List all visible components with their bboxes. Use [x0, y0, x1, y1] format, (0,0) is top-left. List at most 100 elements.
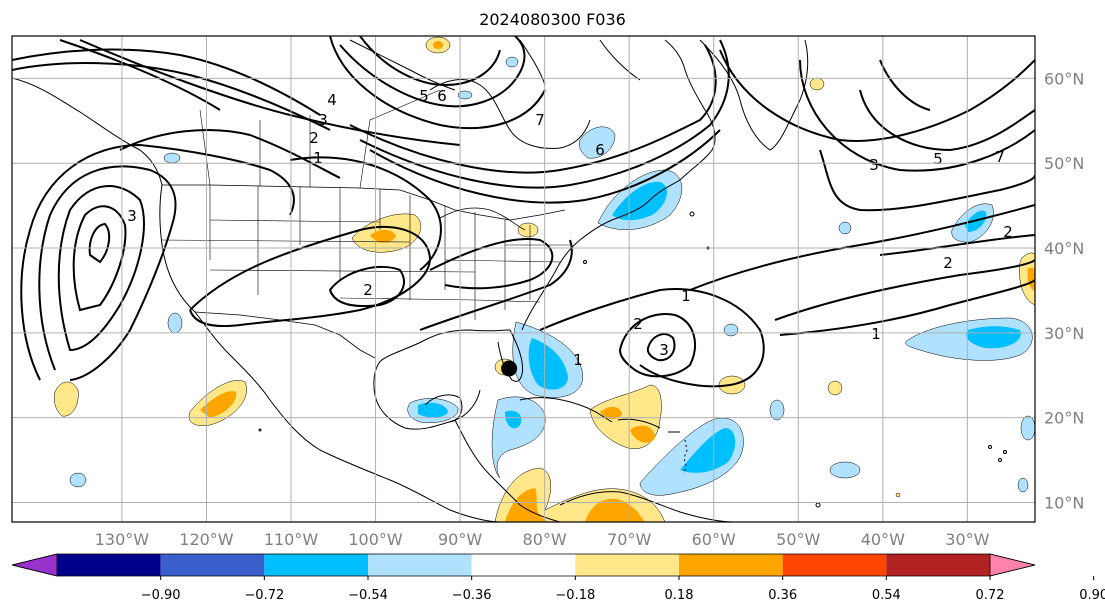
island — [1003, 450, 1007, 454]
contour-label: 3 — [127, 207, 137, 225]
colorbar-tick-label: −0.18 — [555, 588, 595, 603]
contour-label: 5 — [419, 87, 429, 105]
contour-pacific-4 — [88, 222, 111, 264]
border-us-canada — [162, 184, 566, 221]
latitude-label: 20°N — [1044, 409, 1084, 428]
colorbar-tick-label: −0.90 — [141, 588, 181, 603]
latitude-label: 30°N — [1044, 324, 1084, 343]
contour-atl-2 — [618, 313, 696, 378]
longitude-label: 80°W — [523, 530, 567, 549]
coast-florida — [497, 329, 523, 382]
contour-nw-1 — [119, 129, 341, 179]
contour-label: 1 — [313, 149, 323, 167]
shade-blue-blob — [457, 90, 473, 100]
contour-north-2 — [339, 36, 526, 108]
shade-cyan-gulf — [418, 402, 448, 418]
colorbar-tick-label: 0.54 — [872, 588, 901, 603]
shade-orange-caribbean-e2 — [630, 425, 655, 443]
contour-pacific-1 — [38, 165, 177, 381]
shade-cyan-florida — [528, 338, 568, 390]
contour-nw-3 — [12, 62, 331, 131]
state-boundaries — [161, 185, 570, 320]
longitude-label: 90°W — [438, 530, 482, 549]
shade-blue-blob — [163, 152, 181, 164]
shade-orange-eastatl — [1027, 268, 1035, 292]
contour-plains-3 — [429, 238, 554, 290]
contour-label: 7 — [535, 111, 545, 129]
contour-north-4 — [329, 36, 546, 129]
contour-label: 4 — [327, 91, 337, 109]
shade-cyan-eastatl-30N — [966, 326, 1021, 349]
contour-pacific-3 — [72, 205, 127, 312]
longitude-label: 30°W — [945, 530, 989, 549]
colorbar-tick-label: 0.36 — [768, 588, 797, 603]
colorbar-segment — [782, 554, 887, 576]
latitude-label: 50°N — [1044, 154, 1084, 173]
map-frame — [11, 35, 1036, 523]
contour-plains-2 — [328, 266, 405, 308]
latitude-label: 10°N — [1044, 493, 1084, 512]
shade-orange-blob — [433, 41, 443, 49]
shade-yellow-blob — [809, 77, 825, 91]
coast-us-east — [521, 179, 681, 331]
coast-arctic-3 — [599, 39, 641, 81]
shaded-anomaly-fields — [54, 36, 1035, 522]
longitude-label: 120°W — [179, 530, 234, 549]
longitude-label: 50°W — [776, 530, 820, 549]
longitude-label: 40°W — [861, 530, 905, 549]
shade-cyan-caribbean — [505, 410, 522, 429]
island — [689, 211, 695, 217]
shade-yellow-blob — [517, 222, 539, 238]
contour-east-1 — [774, 259, 1035, 321]
contour-plains-4 — [419, 239, 573, 331]
contour-label: 5 — [933, 150, 943, 168]
longitude-label: 100°W — [348, 530, 403, 549]
longitude-label: 70°W — [607, 530, 651, 549]
shade-orange-colombia — [585, 498, 645, 522]
contour-atl-3 — [646, 333, 676, 362]
shade-blue-blob — [1020, 415, 1035, 441]
contour-natl-3 — [859, 89, 1035, 152]
shade-yellow-blob — [827, 380, 843, 396]
shade-cyan-newengland — [612, 181, 667, 221]
colorbar-tick-label: −0.54 — [348, 588, 388, 603]
shade-blue-blob — [1017, 477, 1029, 493]
shade-blue-blob — [505, 56, 519, 68]
coast-us-west — [159, 184, 501, 522]
colorbar-tick-label: 0.18 — [665, 588, 694, 603]
contour-jet-4 — [289, 156, 442, 271]
shade-blue-blob — [838, 221, 852, 235]
shade-orange-caribbean-e — [600, 406, 622, 420]
province-boundaries — [199, 89, 441, 189]
shade-blue-blob — [829, 461, 861, 479]
gridlines — [12, 36, 1035, 522]
contour-label: 1 — [871, 325, 881, 343]
shade-blue-blob — [167, 312, 183, 334]
coast-arctic-2 — [519, 39, 546, 86]
contour-pacific-2 — [57, 185, 145, 352]
island — [258, 428, 262, 432]
longitude-labels: 130°W 120°W 110°W 100°W 90°W 80°W 70°W 60°W 50°W… — [95, 530, 990, 549]
contour-label: 3 — [869, 156, 879, 174]
colorbar-tick-labels: −0.90 −0.72 −0.54 −0.36 −0.18 0.18 0.36 0.54 0.7… — [141, 576, 1105, 603]
contour-label: 3 — [659, 341, 669, 359]
island — [988, 445, 992, 449]
shade-orange-central-am — [505, 488, 550, 522]
border-us-mexico — [194, 311, 376, 359]
contour-natl-2 — [799, 59, 1035, 172]
colorbar-tick-label: 0.72 — [976, 588, 1005, 603]
contour-label: 2 — [363, 281, 373, 299]
colorbar-segment — [368, 554, 472, 576]
colorbar-segment — [886, 554, 990, 576]
contour-natl-5 — [819, 149, 1035, 212]
contour-natl-1 — [719, 49, 1035, 142]
colorbar-segment — [57, 554, 161, 576]
contour-jet-2 — [359, 39, 730, 189]
colorbar-extend-high — [989, 553, 1036, 577]
longitude-label: 130°W — [95, 530, 150, 549]
contour-label: 6 — [437, 87, 447, 105]
contour-label: 1 — [573, 351, 583, 369]
contour-label: 2 — [943, 254, 953, 272]
